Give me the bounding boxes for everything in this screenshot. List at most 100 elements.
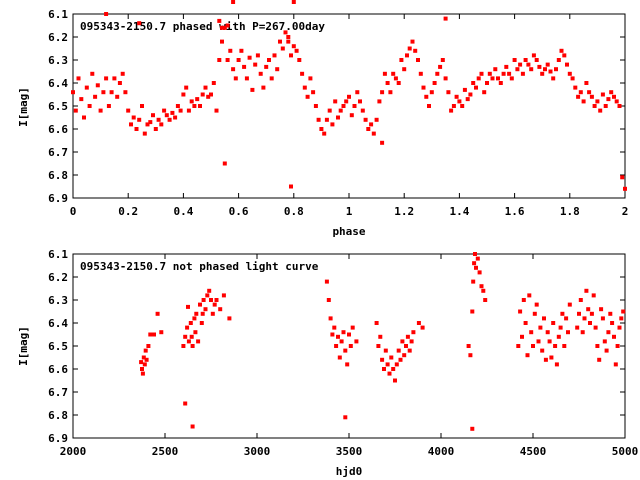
phased-x-tick-label: 0.2 xyxy=(118,205,138,218)
phased-data-point xyxy=(388,90,393,95)
unphased-data-point xyxy=(201,298,206,302)
phased-data-point xyxy=(112,76,117,81)
phased-data-point xyxy=(413,48,418,53)
phased-data-point xyxy=(162,108,167,113)
phased-data-point xyxy=(531,53,536,58)
phased-data-point xyxy=(327,108,332,113)
unphased-data-point xyxy=(326,298,331,302)
unphased-data-point xyxy=(472,261,477,266)
phased-data-point xyxy=(529,67,534,72)
phased-data-point xyxy=(214,108,219,113)
unphased-data-point xyxy=(606,330,611,335)
unphased-data-point xyxy=(186,339,191,344)
unphased-chart-title: 095343-2150.7 not phased light curve xyxy=(80,260,319,273)
phased-data-point xyxy=(71,90,75,95)
phased-data-point xyxy=(584,81,589,85)
phased-data-point xyxy=(496,76,500,81)
unphased-data-point xyxy=(602,339,607,344)
phased-data-point xyxy=(474,85,478,90)
phased-data-point xyxy=(286,35,291,39)
phased-data-point xyxy=(537,64,542,69)
phased-data-point xyxy=(244,76,249,81)
phased-data-point xyxy=(291,44,296,49)
phased-data-point xyxy=(311,90,316,95)
unphased-data-point xyxy=(400,339,405,344)
phased-data-point xyxy=(612,94,616,99)
phased-data-point xyxy=(195,97,200,102)
unphased-data-point xyxy=(181,344,186,348)
phased-data-point xyxy=(479,71,484,76)
phased-data-point xyxy=(93,94,98,99)
phased-plot-frame xyxy=(72,13,626,199)
unphased-data-point xyxy=(190,424,195,429)
unphased-data-point xyxy=(543,357,548,362)
unphased-data-point xyxy=(199,321,204,325)
phased-data-point xyxy=(170,110,175,115)
phased-data-point xyxy=(380,90,385,95)
phased-data-point xyxy=(225,23,230,28)
phased-data-point xyxy=(164,113,169,118)
unphased-data-point xyxy=(483,298,488,302)
phased-data-point xyxy=(567,71,572,76)
unphased-data-point xyxy=(337,355,342,360)
phased-x-tick-label: 0.8 xyxy=(284,205,304,218)
unphased-y-tick-label: 6.6 xyxy=(48,363,68,376)
unphased-data-point xyxy=(142,362,147,367)
unphased-data-point xyxy=(405,334,410,339)
phased-data-point xyxy=(79,97,84,102)
unphased-data-point xyxy=(391,367,396,371)
phased-data-point xyxy=(548,69,553,74)
phased-data-point xyxy=(369,122,374,127)
phased-data-point xyxy=(581,99,586,104)
phased-data-point xyxy=(231,0,236,4)
unphased-data-point xyxy=(562,344,567,348)
unphased-data-point xyxy=(518,309,523,314)
phased-data-point xyxy=(600,92,605,97)
phased-data-point xyxy=(396,81,401,85)
phased-light-curve-panel: 095343-2150.7 phased with P=267.00day ph… xyxy=(17,0,628,238)
phased-data-point xyxy=(460,104,465,108)
phased-data-point xyxy=(485,81,489,85)
phased-data-point xyxy=(302,85,307,90)
unphased-y-tick-label: 6.7 xyxy=(48,386,68,399)
phased-data-point xyxy=(562,53,567,58)
unphased-data-point xyxy=(148,332,153,337)
unphased-data-point xyxy=(586,307,591,312)
phased-data-point xyxy=(236,58,241,62)
phased-data-point xyxy=(283,30,288,35)
unphased-data-point xyxy=(470,426,475,431)
unphased-data-point xyxy=(588,321,592,325)
phased-y-tick-label: 6.8 xyxy=(48,169,68,182)
unphased-data-point xyxy=(159,330,164,335)
unphased-data-point xyxy=(545,330,550,335)
phased-data-point xyxy=(620,175,625,180)
unphased-data-point xyxy=(343,415,348,420)
phased-data-point xyxy=(609,90,614,95)
unphased-data-point xyxy=(525,353,530,358)
unphased-points xyxy=(139,252,626,431)
unphased-data-point xyxy=(470,309,475,314)
unphased-y-axis-label: I[mag] xyxy=(17,326,30,366)
phased-data-point xyxy=(556,58,561,62)
unphased-data-point xyxy=(474,265,478,270)
phased-data-point xyxy=(540,71,545,76)
unphased-data-point xyxy=(350,325,355,330)
unphased-data-point xyxy=(334,344,339,348)
phased-data-point xyxy=(209,92,213,97)
unphased-y-tick-label: 6.1 xyxy=(48,248,68,261)
phased-data-point xyxy=(145,122,150,127)
unphased-data-point xyxy=(194,311,199,316)
phased-data-point xyxy=(137,21,142,26)
phased-data-point xyxy=(559,48,564,53)
phased-data-point xyxy=(338,108,343,113)
unphased-data-point xyxy=(619,316,624,321)
phased-data-point xyxy=(217,58,222,62)
phased-data-point xyxy=(275,67,280,72)
phased-data-point xyxy=(247,55,252,60)
unphased-data-point xyxy=(183,401,188,406)
phased-data-point xyxy=(239,48,244,53)
unphased-data-point xyxy=(582,316,587,321)
unphased-data-point xyxy=(584,288,589,293)
unphased-data-point xyxy=(330,332,335,337)
unphased-data-point xyxy=(567,302,572,307)
